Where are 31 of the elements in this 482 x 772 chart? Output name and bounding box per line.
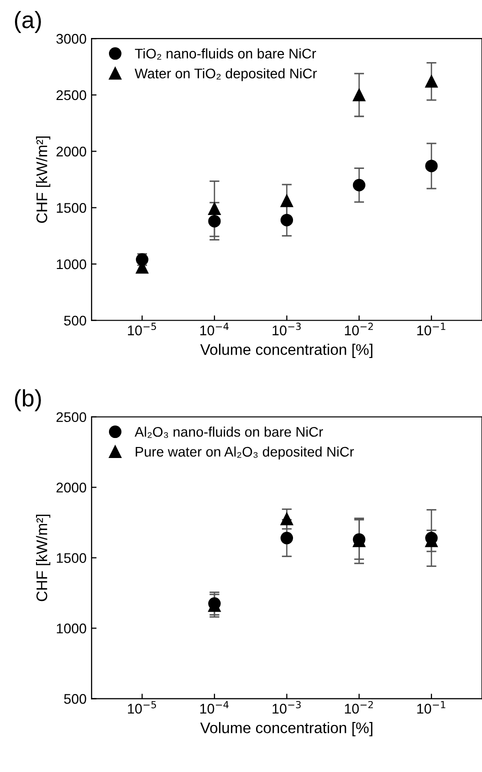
- y-tick-label: 1500: [56, 203, 86, 213]
- x-tick-label: 10$^{−3}$: [272, 322, 301, 336]
- legend-label: Water on TiO₂ deposited NiCr: [134, 68, 317, 82]
- y-tick-label: 500: [64, 694, 86, 704]
- x-axis-title: Volume concentration [%]: [200, 722, 372, 736]
- chart-title: (a): [14, 10, 41, 33]
- y-tick-label: 1000: [56, 259, 86, 270]
- x-tick-label: 10$^{−5}$: [128, 322, 156, 336]
- y-tick-label: 1000: [56, 624, 86, 634]
- x-tick-label: 10$^{−5}$: [128, 701, 156, 714]
- y-axis-title: CHF [kW/m²]: [36, 514, 50, 602]
- x-tick-label: 10$^{−1}$: [417, 322, 446, 336]
- legend-label: Al₂O₃ nano-fluids on bare NiCr: [134, 426, 324, 438]
- y-tick-label: 2500: [56, 412, 86, 422]
- x-tick-label: 10$^{−4}$: [200, 322, 229, 336]
- y-tick-label: 2000: [56, 146, 86, 156]
- x-tick-label: 10$^{−1}$: [417, 701, 446, 714]
- x-tick-label: 10$^{−4}$: [200, 701, 229, 714]
- legend-label: TiO₂ nano-fluids on bare NiCr: [134, 48, 316, 60]
- y-tick-label: 2000: [56, 482, 86, 492]
- x-tick-label: 10$^{−2}$: [344, 322, 373, 336]
- x-axis-title: Volume concentration [%]: [200, 344, 372, 358]
- y-tick-label: 3000: [56, 34, 86, 44]
- chart-title: (b): [14, 389, 41, 412]
- x-tick-label: 10$^{−3}$: [272, 700, 301, 714]
- y-tick-label: 500: [64, 316, 86, 326]
- y-tick-label: 1500: [56, 553, 86, 563]
- y-axis-title: CHF [kW/m²]: [36, 136, 50, 223]
- x-tick-label: 10$^{−2}$: [344, 700, 373, 714]
- y-tick-label: 2500: [56, 90, 86, 100]
- legend-label: Pure water on Al₂O₃ deposited NiCr: [136, 446, 354, 460]
